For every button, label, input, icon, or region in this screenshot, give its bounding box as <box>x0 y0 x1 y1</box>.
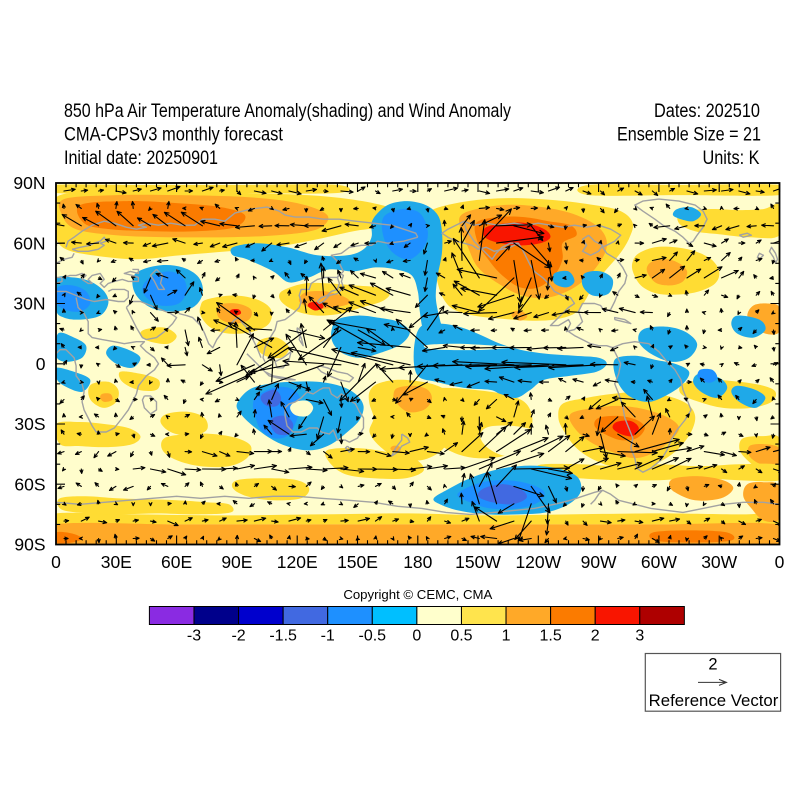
svg-text:0: 0 <box>36 354 46 374</box>
svg-text:120E: 120E <box>277 552 318 572</box>
svg-text:90E: 90E <box>221 552 252 572</box>
svg-text:120W: 120W <box>515 552 561 572</box>
svg-text:30W: 30W <box>701 552 737 572</box>
svg-text:850 hPa Air Temperature Anomal: 850 hPa Air Temperature Anomaly(shading)… <box>64 101 511 122</box>
svg-text:2: 2 <box>591 628 600 645</box>
svg-text:0: 0 <box>412 628 421 645</box>
svg-text:Units: K: Units: K <box>703 148 760 169</box>
svg-text:90N: 90N <box>13 173 45 193</box>
svg-text:-0.5: -0.5 <box>359 628 387 645</box>
svg-text:Reference Vector: Reference Vector <box>649 691 779 710</box>
svg-text:30S: 30S <box>14 414 45 434</box>
svg-text:Initial date: 20250901: Initial date: 20250901 <box>64 148 218 169</box>
svg-text:180: 180 <box>403 552 432 572</box>
svg-text:30E: 30E <box>101 552 132 572</box>
svg-text:CMA-CPSv3 monthly forecast: CMA-CPSv3 monthly forecast <box>64 125 284 146</box>
svg-text:90S: 90S <box>14 535 45 555</box>
svg-text:3: 3 <box>635 628 644 645</box>
svg-text:-2: -2 <box>231 628 245 645</box>
svg-text:0: 0 <box>775 552 785 572</box>
svg-text:-1: -1 <box>321 628 335 645</box>
svg-text:Dates: 202510: Dates: 202510 <box>654 101 760 122</box>
svg-text:30N: 30N <box>13 294 45 314</box>
svg-text:150W: 150W <box>455 552 501 572</box>
svg-text:150E: 150E <box>337 552 378 572</box>
svg-text:90W: 90W <box>581 552 617 572</box>
svg-text:1.5: 1.5 <box>539 628 561 645</box>
svg-text:Ensemble Size = 21: Ensemble Size = 21 <box>617 125 761 146</box>
svg-text:Copyright © CEMC, CMA: Copyright © CEMC, CMA <box>343 587 492 602</box>
svg-text:60S: 60S <box>14 474 45 494</box>
svg-text:-1.5: -1.5 <box>269 628 297 645</box>
svg-text:60E: 60E <box>161 552 192 572</box>
svg-text:2: 2 <box>708 656 717 674</box>
svg-text:60N: 60N <box>13 233 45 253</box>
svg-text:0.5: 0.5 <box>450 628 472 645</box>
svg-text:1: 1 <box>502 628 511 645</box>
svg-text:-3: -3 <box>187 628 201 645</box>
svg-text:0: 0 <box>51 552 61 572</box>
svg-text:60W: 60W <box>641 552 677 572</box>
